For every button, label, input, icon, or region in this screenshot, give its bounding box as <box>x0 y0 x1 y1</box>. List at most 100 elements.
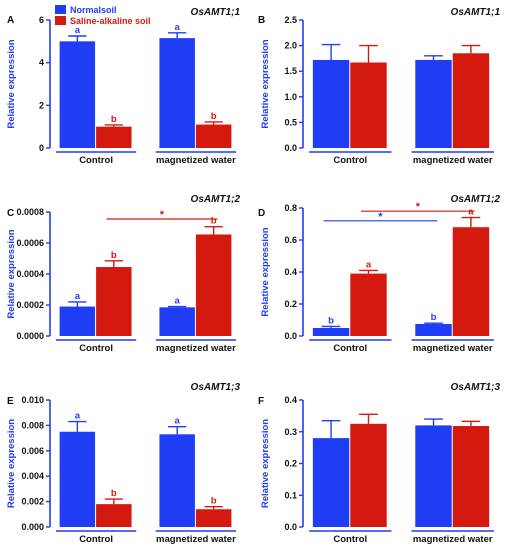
significance-letter-d: b <box>431 312 437 323</box>
bar-a-saline <box>96 126 132 148</box>
significance-letter-d: b <box>328 315 334 326</box>
y-tick-label-f: 0.4 <box>284 395 297 405</box>
y-tick-label-d: 0.2 <box>284 299 297 309</box>
y-tick-label-c: 0.0008 <box>16 207 44 217</box>
panel-label-b: B <box>258 15 265 26</box>
y-axis-label-b: Relative expression <box>260 39 271 128</box>
significance-letter-a: b <box>211 111 217 122</box>
significance-letter-e: b <box>111 488 117 499</box>
bar-f-normal <box>312 438 350 527</box>
significance-letter-e: a <box>175 416 181 427</box>
panels: 0 2 4 6 Relative expression A OsAMT1;1 Control m… <box>6 7 500 545</box>
significance-letter-e: b <box>211 496 217 507</box>
y-tick-label-e: 0.010 <box>21 395 44 405</box>
panel-label-f: F <box>258 396 264 407</box>
bar-d-saline <box>452 227 490 336</box>
significance-letter-a: a <box>175 22 181 33</box>
significance-letter-a: a <box>75 25 81 36</box>
bar-b-saline <box>350 62 387 148</box>
x-category-label-d: Control <box>333 343 367 354</box>
bar-d-normal <box>415 324 452 336</box>
bar-e-normal <box>159 434 195 527</box>
y-axis-label-f: Relative expression <box>260 419 271 508</box>
panel-title-c: OsAMT1;2 <box>191 194 241 205</box>
bar-f-normal <box>415 425 452 527</box>
significance-letter-c: a <box>175 296 181 307</box>
x-category-label-c: Control <box>79 343 113 354</box>
y-tick-label-f: 0.1 <box>284 490 297 500</box>
significance-letter-d: a <box>366 259 372 270</box>
y-tick-label-e: 0.008 <box>21 420 44 430</box>
y-tick-label-d: 0.0 <box>284 331 297 341</box>
x-category-label-f: magnetized water <box>413 534 493 545</box>
significance-letter-c: b <box>111 250 117 261</box>
bar-b-normal <box>312 59 350 148</box>
panel-label-c: C <box>7 208 14 219</box>
panel-e: 0.000 0.002 0.004 0.006 0.008 0.010 Relative e… <box>6 382 240 545</box>
y-tick-label-b: 1.5 <box>284 66 297 76</box>
y-tick-label-b: 2.0 <box>284 41 297 51</box>
bar-e-saline <box>96 504 132 527</box>
y-tick-label-f: 0.2 <box>284 459 297 469</box>
significance-star-c: * <box>160 209 165 221</box>
significance-letter-a: b <box>111 114 117 125</box>
significance-letter-c: b <box>211 216 217 227</box>
x-category-label-b: magnetized water <box>413 155 493 166</box>
y-tick-label-d: 0.8 <box>284 203 297 213</box>
x-category-label-f: Control <box>333 534 367 545</box>
legend: Normalsoil Saline-alkaline soil <box>55 5 151 26</box>
panel-label-e: E <box>7 396 14 407</box>
bar-c-saline <box>195 234 232 336</box>
y-tick-label-f: 0.0 <box>284 522 297 532</box>
y-tick-label-b: 1.0 <box>284 92 297 102</box>
panel-title-a: OsAMT1;1 <box>191 7 241 18</box>
y-tick-label-e: 0.006 <box>21 446 44 456</box>
bar-f-saline <box>350 423 387 527</box>
x-category-label-b: Control <box>333 155 367 166</box>
panel-d: 0.0 0.2 0.4 0.6 0.8 Relative expression D OsAMT… <box>258 194 500 354</box>
y-tick-label-d: 0.6 <box>284 235 297 245</box>
y-tick-label-a: 0 <box>39 143 44 153</box>
significance-star-d: * <box>416 201 421 213</box>
y-tick-label-c: 0.0006 <box>16 238 44 248</box>
panel-label-a: A <box>7 15 14 26</box>
significance-letter-e: a <box>75 411 81 422</box>
legend-label-saline: Saline-alkaline soil <box>70 16 151 26</box>
panel-label-d: D <box>258 208 265 219</box>
panel-title-b: OsAMT1;1 <box>451 7 501 18</box>
legend-swatch-normal <box>55 5 66 14</box>
panel-title-e: OsAMT1;3 <box>191 382 241 393</box>
y-axis-label-a: Relative expression <box>6 39 17 128</box>
bar-d-normal <box>312 328 350 336</box>
x-category-label-a: Control <box>79 155 113 166</box>
bar-b-saline <box>452 53 490 148</box>
y-tick-label-e: 0.000 <box>21 522 44 532</box>
y-tick-label-c: 0.0000 <box>16 331 44 341</box>
bar-a-saline <box>195 124 232 148</box>
y-tick-label-e: 0.004 <box>21 471 44 481</box>
y-axis-label-e: Relative expression <box>6 419 17 508</box>
bar-e-normal <box>59 431 96 527</box>
significance-letter-c: a <box>75 291 81 302</box>
bar-c-saline <box>96 267 132 336</box>
y-tick-label-c: 0.0002 <box>16 300 44 310</box>
bar-e-saline <box>195 509 232 527</box>
x-category-label-e: Control <box>79 534 113 545</box>
y-tick-label-a: 2 <box>39 100 44 110</box>
panel-f: 0.0 0.1 0.2 0.3 0.4 Relative expression F OsAMT… <box>258 382 500 545</box>
panel-a: 0 2 4 6 Relative expression A OsAMT1;1 Control m… <box>6 7 240 166</box>
y-tick-label-d: 0.4 <box>284 267 297 277</box>
significance-star-d: * <box>378 211 383 223</box>
x-category-label-d: magnetized water <box>413 343 493 354</box>
y-axis-label-c: Relative expression <box>6 229 17 318</box>
bar-f-saline <box>452 426 490 527</box>
y-tick-label-c: 0.0004 <box>16 269 44 279</box>
panel-title-f: OsAMT1;3 <box>451 382 501 393</box>
bar-a-normal <box>159 38 195 149</box>
x-category-label-c: magnetized water <box>156 343 236 354</box>
legend-label-normal: Normalsoil <box>70 5 117 15</box>
panel-title-d: OsAMT1;2 <box>451 194 501 205</box>
y-tick-label-b: 0.5 <box>284 117 297 127</box>
y-tick-label-f: 0.3 <box>284 427 297 437</box>
